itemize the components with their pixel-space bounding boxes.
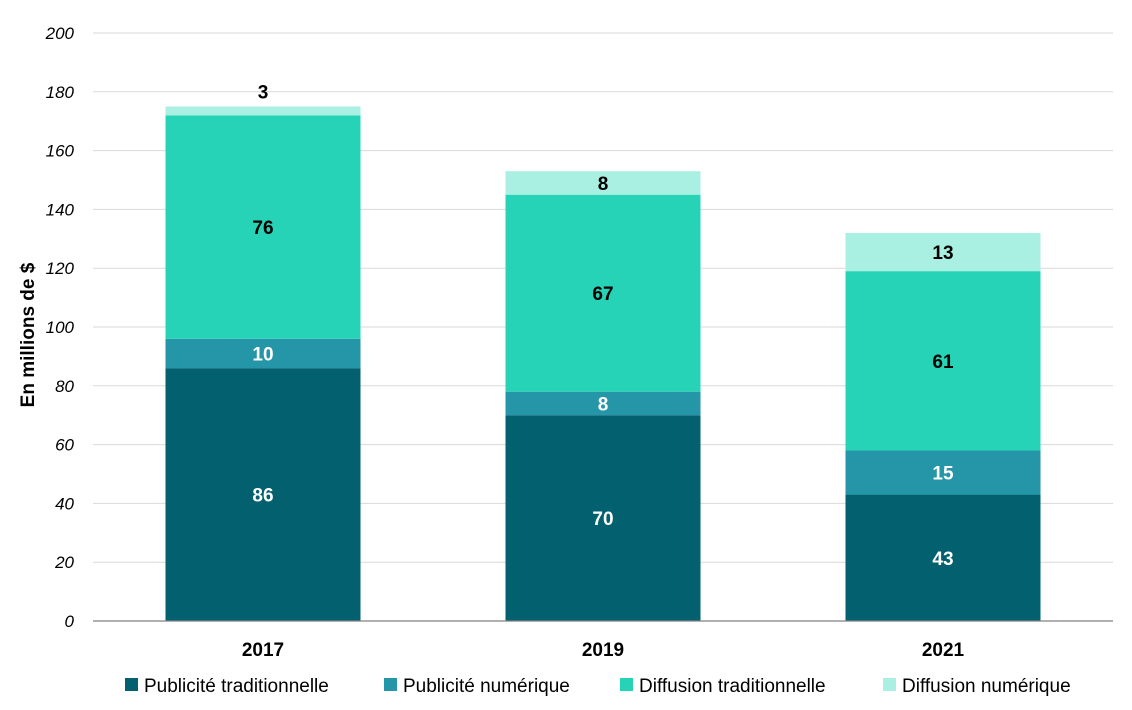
bar-segment [505, 171, 701, 195]
data-labels: 86 10 76 3 70 8 67 8 43 15 61 13 [252, 83, 954, 570]
data-label: 76 [252, 218, 273, 239]
legend: Publicité traditionnelle Publicité numéri… [125, 676, 1071, 697]
y-tick-label: 0 [65, 612, 75, 631]
x-axis: 2017 2019 2021 [93, 620, 1113, 661]
x-tick-label: 2017 [242, 640, 284, 661]
bar-segment [505, 391, 701, 416]
bar-segment [165, 338, 361, 369]
data-label: 86 [252, 486, 273, 507]
y-tick-label: 140 [46, 200, 75, 219]
bar-segment [505, 194, 701, 392]
data-label: 8 [598, 394, 609, 415]
data-label: 13 [932, 243, 953, 264]
y-tick-label: 60 [55, 436, 74, 455]
bar-segment [845, 232, 1041, 272]
bar-segment [845, 271, 1041, 451]
y-tick-label: 160 [46, 142, 75, 161]
bars [165, 106, 1041, 621]
y-tick-label: 200 [45, 24, 75, 43]
data-label: 15 [932, 464, 954, 485]
bar-segment [845, 494, 1041, 621]
x-tick-label: 2019 [582, 640, 624, 661]
y-axis-title: En millions de $ [18, 262, 39, 407]
bar-segment [165, 115, 361, 339]
legend-swatch [125, 678, 138, 691]
data-label: 61 [932, 352, 954, 373]
data-label: 43 [932, 549, 953, 570]
bar-segment [165, 368, 361, 621]
data-label: 10 [252, 344, 273, 365]
legend-label: Diffusion numérique [902, 676, 1071, 697]
legend-swatch [384, 678, 397, 691]
data-label: 8 [598, 174, 609, 195]
y-tick-label: 20 [54, 553, 74, 572]
bar-segment [505, 415, 701, 621]
x-tick-label: 2021 [922, 640, 965, 661]
y-axis: 0 20 40 60 80 100 120 140 160 180 200 [45, 24, 75, 631]
legend-label: Diffusion traditionnelle [639, 676, 826, 697]
bar-segment [845, 450, 1041, 495]
data-label: 67 [592, 284, 613, 305]
legend-swatch [883, 678, 896, 691]
y-tick-label: 100 [46, 318, 75, 337]
legend-label: Publicité traditionnelle [144, 676, 329, 697]
bar-segment [165, 106, 361, 116]
y-tick-label: 80 [55, 377, 74, 396]
y-tick-label: 120 [46, 259, 75, 278]
data-label: 70 [592, 509, 613, 530]
data-label: 3 [258, 83, 269, 104]
legend-label: Publicité numérique [403, 676, 570, 697]
y-tick-label: 40 [55, 494, 74, 513]
y-tick-label: 180 [46, 83, 75, 102]
legend-swatch [620, 678, 633, 691]
